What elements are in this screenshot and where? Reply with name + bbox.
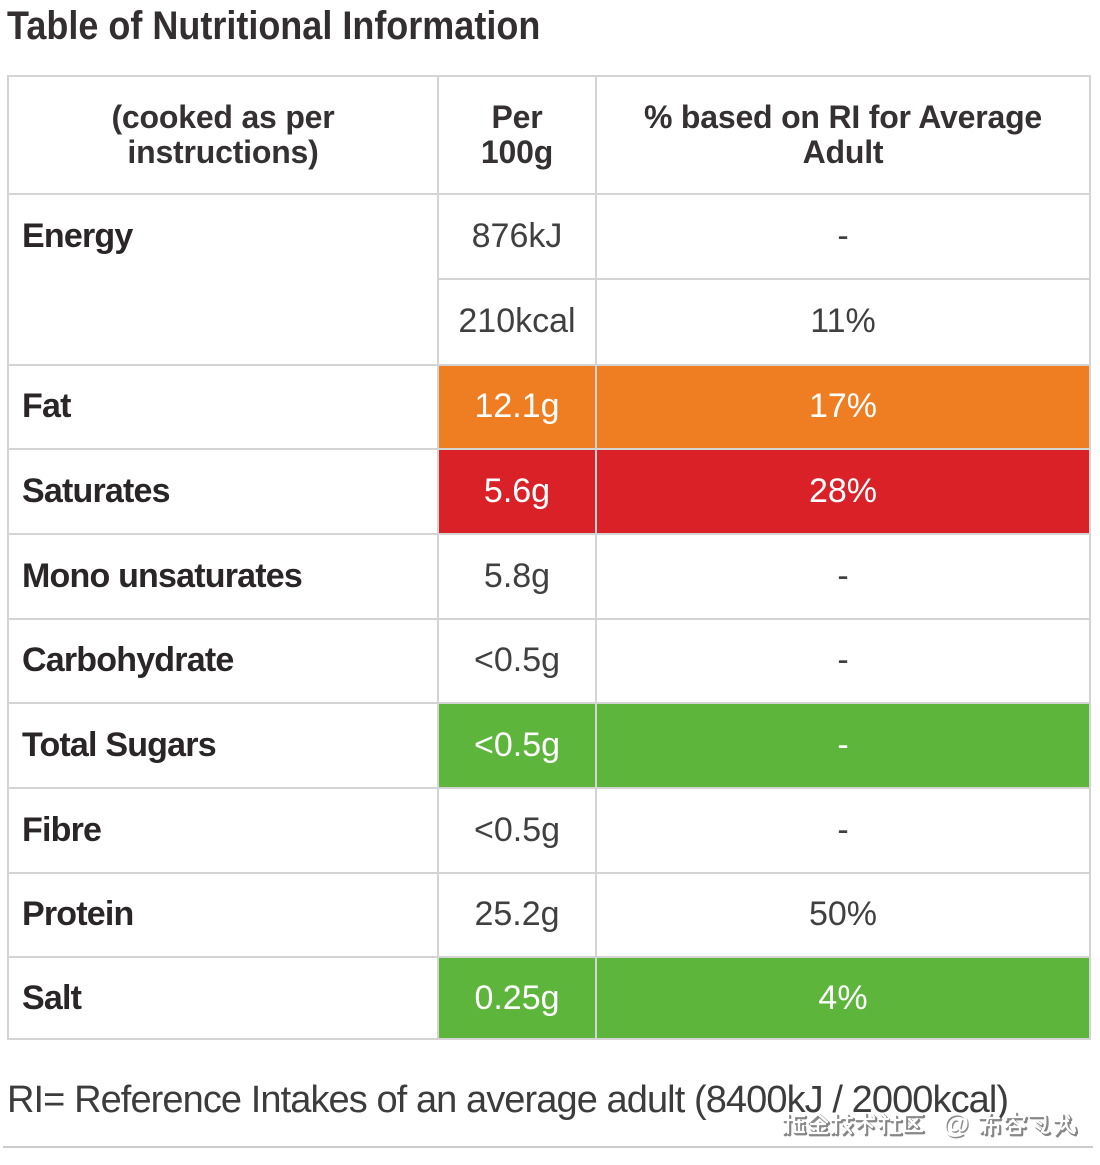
svg-text:@: @ — [944, 1110, 970, 1140]
svg-text:@: @ — [943, 1109, 969, 1139]
